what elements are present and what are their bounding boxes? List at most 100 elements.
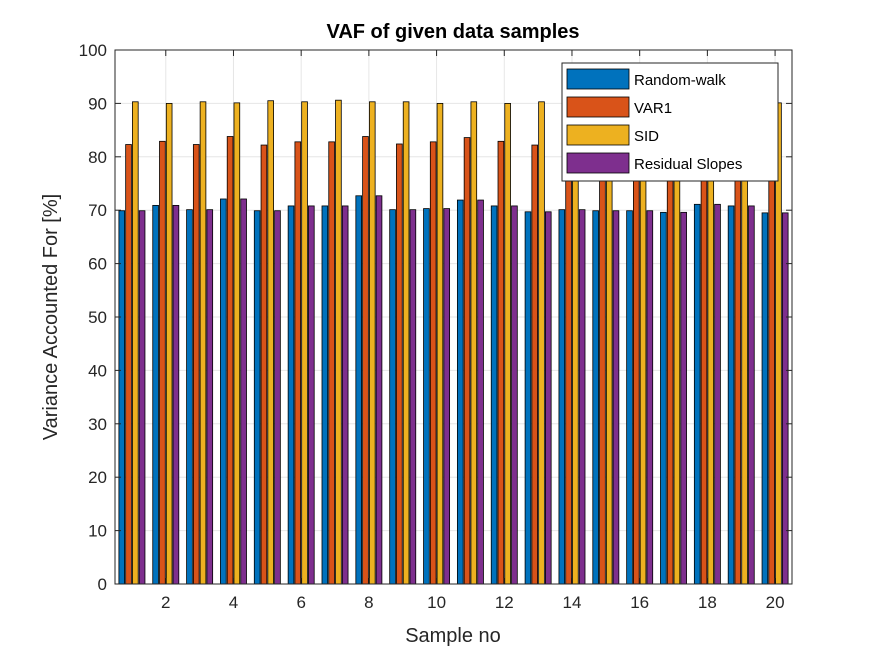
y-tick-label: 20	[88, 468, 107, 487]
bar-random-walk-4	[220, 198, 227, 585]
bar-var1-18	[700, 139, 708, 585]
y-tick-label: 80	[88, 148, 107, 167]
bar-random-walk-3	[186, 209, 193, 585]
y-tick-label: 70	[88, 201, 107, 220]
bar-random-walk-8	[355, 195, 362, 585]
bar-residual-slopes-1	[138, 210, 146, 585]
bar-random-walk-9	[389, 209, 396, 585]
bar-var1-13	[531, 144, 539, 585]
bar-var1-20	[768, 145, 775, 585]
x-tick-label: 10	[427, 593, 446, 612]
bar-random-walk-14	[558, 209, 566, 585]
bar-var1-8	[362, 136, 369, 585]
x-tick-label: 2	[161, 593, 170, 612]
chart-title: VAF of given data samples	[326, 21, 579, 43]
bar-random-walk-7	[321, 205, 329, 585]
bar-residual-slopes-11	[477, 199, 484, 585]
x-tick-label: 4	[229, 593, 238, 612]
bar-sid-3	[199, 101, 207, 585]
x-axis-label: Sample no	[405, 625, 501, 647]
bar-sid-13	[538, 101, 545, 585]
x-tick-label: 6	[296, 593, 305, 612]
bar-var1-6	[294, 141, 302, 585]
bar-sid-6	[301, 101, 308, 585]
bar-residual-slopes-2	[172, 204, 180, 585]
bar-sid-4	[233, 102, 241, 585]
bar-random-walk-6	[287, 205, 295, 585]
y-axis-ticks: 0 10 20 30 40 50 60 70 80 90 100	[79, 41, 792, 594]
bar-random-walk-18	[693, 203, 701, 585]
bar-random-walk-19	[727, 205, 735, 585]
bar-sid-2	[165, 103, 173, 585]
bar-random-walk-17	[660, 211, 667, 585]
y-axis-label: Variance Accounted For [%]	[40, 194, 62, 440]
bar-random-walk-12	[490, 205, 498, 585]
bar-var1-5	[260, 144, 268, 585]
legend-swatch	[566, 124, 630, 146]
bar-sid-11	[470, 101, 478, 585]
legend-label: SID	[634, 128, 659, 145]
y-tick-label: 0	[98, 575, 107, 594]
bar-residual-slopes-20	[781, 212, 789, 585]
y-tick-label: 50	[88, 308, 107, 327]
bar-var1-19	[734, 141, 742, 585]
bar-var1-12	[497, 140, 505, 585]
bar-residual-slopes-6	[308, 205, 315, 585]
y-tick-label: 90	[88, 94, 107, 113]
bar-sid-1	[132, 101, 139, 585]
bar-var1-1	[125, 144, 132, 585]
bar-random-walk-2	[152, 204, 159, 585]
bar-sid-12	[504, 103, 511, 585]
bar-sid-8	[368, 101, 376, 585]
bar-var1-2	[159, 140, 166, 585]
bar-var1-11	[463, 137, 471, 585]
bar-var1-9	[396, 143, 403, 585]
y-tick-label: 100	[79, 41, 107, 60]
legend: Random-walk VAR1 SID Residual Slopes	[561, 62, 779, 182]
bar-var1-14	[565, 142, 572, 585]
bar-var1-17	[666, 145, 674, 585]
bar-random-walk-11	[456, 199, 464, 585]
x-tick-label: 18	[698, 593, 717, 612]
bar-sid-9	[402, 101, 410, 585]
bar-var1-15	[599, 144, 606, 585]
bar-residual-slopes-19	[748, 205, 755, 585]
bar-random-walk-10	[423, 208, 430, 585]
bar-residual-slopes-8	[375, 195, 383, 585]
bar-var1-3	[192, 144, 200, 585]
bar-sid-5	[267, 100, 274, 585]
bar-residual-slopes-13	[545, 211, 552, 585]
legend-label: Random-walk	[634, 72, 726, 89]
legend-swatch	[566, 152, 630, 174]
legend-swatch	[566, 68, 630, 90]
x-tick-label: 8	[364, 593, 373, 612]
bar-residual-slopes-9	[409, 209, 417, 585]
x-tick-label: 20	[766, 593, 785, 612]
legend-label: VAR1	[634, 100, 672, 117]
bar-residual-slopes-17	[680, 211, 687, 585]
bar-sid-7	[335, 99, 342, 585]
x-axis-ticks: 2 4 6 8 10 12 14 16 18 20	[161, 50, 785, 612]
bar-residual-slopes-14	[578, 209, 586, 585]
y-tick-label: 30	[88, 415, 107, 434]
bar-residual-slopes-15	[612, 210, 620, 585]
x-tick-label: 14	[563, 593, 582, 612]
bar-var1-7	[328, 141, 335, 585]
bar-residual-slopes-4	[240, 198, 247, 585]
bar-random-walk-5	[253, 210, 261, 585]
bar-residual-slopes-12	[511, 205, 518, 585]
bar-sid-10	[436, 103, 444, 585]
bar-random-walk-16	[626, 210, 633, 585]
bar-var1-16	[633, 143, 640, 585]
y-tick-label: 60	[88, 255, 107, 274]
bar-residual-slopes-10	[443, 208, 451, 585]
bar-residual-slopes-18	[714, 203, 721, 585]
bar-random-walk-15	[592, 210, 599, 585]
x-tick-label: 12	[495, 593, 514, 612]
bar-random-walk-20	[761, 212, 769, 585]
bar-residual-slopes-16	[646, 210, 654, 585]
bar-var1-4	[226, 136, 234, 585]
bar-residual-slopes-7	[341, 205, 349, 585]
bar-residual-slopes-3	[206, 209, 214, 585]
